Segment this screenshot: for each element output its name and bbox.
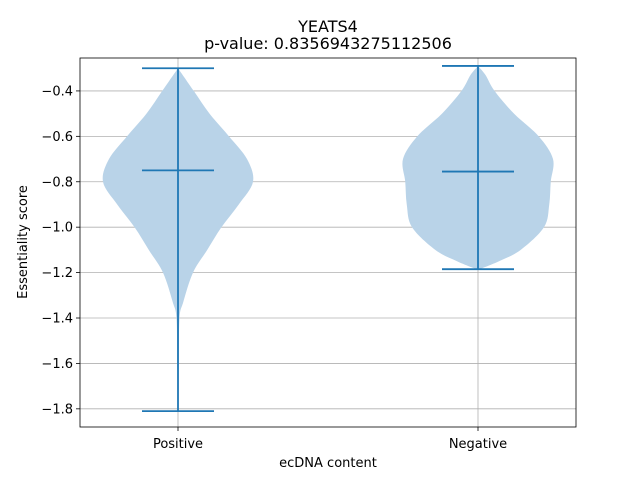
y-tick-label: −0.6	[41, 130, 73, 145]
x-axis-label: ecDNA content	[279, 456, 377, 471]
y-tick-label: −1.0	[41, 221, 73, 236]
y-axis-label: Essentiality score	[16, 185, 31, 299]
violin-stat-lines	[142, 65, 514, 413]
y-tick-label: −1.6	[41, 357, 73, 372]
y-tick-label: −1.8	[41, 402, 73, 417]
axis-ticks: −1.8 −1.6 −1.4 −1.2 −1.0 −0.8 −0.6 −0.4 Positive…	[41, 84, 507, 452]
x-tick-label: Negative	[449, 437, 507, 452]
violins	[102, 65, 554, 412]
chart-title: YEATS4	[297, 17, 358, 36]
chart-subtitle: p-value: 0.8356943275112506	[204, 34, 452, 53]
plot-frame	[79, 57, 577, 428]
x-tick-label: Positive	[153, 437, 203, 452]
y-tick-label: −0.8	[41, 175, 73, 190]
y-tick-label: −1.2	[41, 266, 73, 281]
y-tick-label: −1.4	[41, 312, 73, 327]
y-tick-label: −0.4	[41, 84, 73, 99]
